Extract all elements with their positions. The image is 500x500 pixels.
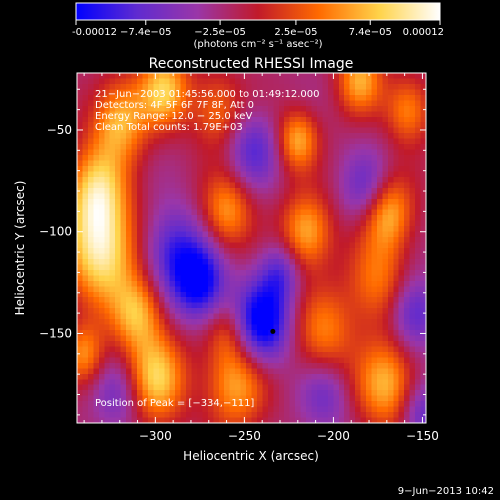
plot-frame <box>76 72 427 424</box>
annotation-line: 21−Jun−2003 01:45:56.000 to 01:49:12.000 <box>95 89 320 100</box>
annotation-line: Energy Range: 12.0 − 25.0 keV <box>95 111 252 122</box>
annotation-line: Detectors: 4F 5F 6F 7F 8F, Att 0 <box>95 100 254 111</box>
colorbar-tick-label: −7.4e−05 <box>120 27 172 38</box>
x-axis-label: Heliocentric X (arcsec) <box>183 449 319 463</box>
x-tick-label: −250 <box>228 429 261 443</box>
peak-position-label: Position of Peak = [−334,−111] <box>95 398 254 409</box>
plot-marks <box>270 328 276 334</box>
colorbar-tick-label: -0.00012 <box>72 27 117 38</box>
y-axis-label: Heliocentric Y (arcsec) <box>13 181 27 316</box>
colorbar-tick-label: 0.00012 <box>403 27 444 38</box>
colorbar-tick-label: 2.5e−05 <box>274 27 317 38</box>
colorbar-unit-label: (photons cm⁻² s⁻¹ asec⁻²) <box>193 39 322 50</box>
footer-date: 9−Jun−2013 10:42 <box>398 486 494 497</box>
colorbar <box>75 2 441 21</box>
chart-title: Reconstructed RHESSI Image <box>149 56 354 72</box>
x-axis: −300 −250 −200 −150 <box>83 73 439 443</box>
y-tick-label: −50 <box>47 123 72 137</box>
colorbar-tick-label: 7.4e−05 <box>349 27 392 38</box>
y-tick-label: −150 <box>39 326 72 340</box>
x-tick-label: −300 <box>139 429 172 443</box>
y-tick-label: −100 <box>39 225 72 239</box>
colorbar-ticks: -0.00012 −7.4e−05 −2.5e−05 2.5e−05 7.4e−05 0.… <box>72 20 444 38</box>
heatmap-image <box>77 73 426 423</box>
x-tick-label: −150 <box>406 429 439 443</box>
x-tick-label: −200 <box>317 429 350 443</box>
annotation-line: Clean Total counts: 1.79E+03 <box>95 122 243 133</box>
peak-marker <box>270 328 276 334</box>
annotation-block: 21−Jun−2003 01:45:56.000 to 01:49:12.000… <box>95 89 320 133</box>
colorbar-tick-label: −2.5e−05 <box>194 27 246 38</box>
y-axis: −50 −100 −150 <box>39 88 426 416</box>
